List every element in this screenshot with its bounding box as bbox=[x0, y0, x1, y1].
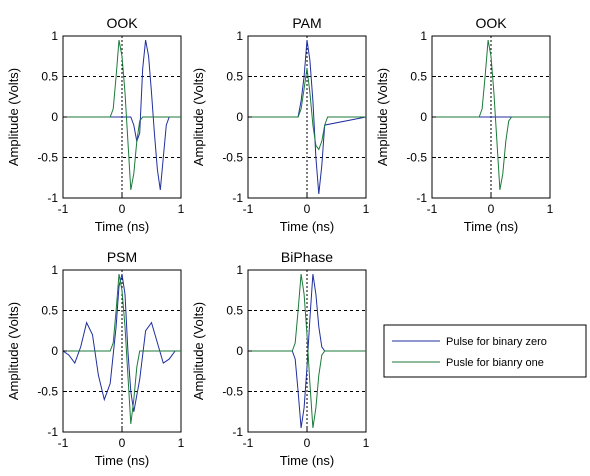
y-tick-label: -0.5 bbox=[222, 151, 243, 165]
y-tick-label: 1 bbox=[236, 29, 243, 43]
y-tick-label: -1 bbox=[232, 425, 243, 439]
y-axis-label: Amplitude (Volts) bbox=[191, 68, 206, 166]
subplot-title: OOK bbox=[106, 15, 138, 31]
x-tick-label: 0 bbox=[119, 202, 126, 216]
x-axis-label: Time (ns) bbox=[464, 219, 518, 234]
series-line-one bbox=[63, 40, 181, 190]
x-tick-label: -1 bbox=[243, 202, 254, 216]
legend-label-one: Pusle for bianry one bbox=[446, 357, 544, 369]
y-tick-label: 1 bbox=[51, 263, 58, 277]
y-axis-label: Amplitude (Volts) bbox=[6, 302, 21, 400]
subplot-title: PAM bbox=[292, 15, 321, 31]
y-tick-label: -0.5 bbox=[222, 385, 243, 399]
x-tick-label: -1 bbox=[58, 436, 69, 450]
y-tick-label: 0 bbox=[51, 344, 58, 358]
series-line-zero bbox=[248, 274, 366, 428]
x-tick-label: 0 bbox=[304, 436, 311, 450]
x-tick-label: 1 bbox=[178, 436, 185, 450]
x-tick-label: 0 bbox=[304, 202, 311, 216]
series-line-zero bbox=[248, 40, 367, 194]
y-axis-label: Amplitude (Volts) bbox=[375, 68, 390, 166]
y-tick-label: 0 bbox=[236, 110, 243, 124]
x-tick-label: 0 bbox=[119, 436, 126, 450]
y-tick-label: -1 bbox=[416, 191, 427, 205]
x-tick-label: -1 bbox=[243, 436, 254, 450]
y-tick-label: -1 bbox=[232, 191, 243, 205]
y-tick-label: 0.5 bbox=[410, 70, 427, 84]
subplot-3: 1 0.5 0 -0.5 -1-1 0 1 OOK Time (ns) Amplitude (Vo… bbox=[375, 15, 554, 234]
y-tick-label: -0.5 bbox=[37, 385, 58, 399]
subplot-2: 1 0.5 0 -0.5 -1-1 0 1 PAM Time (ns) Amplitude (Vo… bbox=[191, 15, 370, 234]
x-tick-label: 1 bbox=[547, 202, 554, 216]
y-tick-label: 1 bbox=[51, 29, 58, 43]
y-tick-label: -1 bbox=[47, 425, 58, 439]
y-tick-label: -1 bbox=[47, 191, 58, 205]
subplot-4: 1 0.5 0 -0.5 -1-1 0 1 PSM Time (ns) Amplitude (Vo… bbox=[6, 249, 185, 468]
x-tick-label: 0 bbox=[488, 202, 495, 216]
y-tick-label: 1 bbox=[420, 29, 427, 43]
x-axis-label: Time (ns) bbox=[280, 219, 334, 234]
series-line-one bbox=[432, 40, 550, 190]
x-axis-label: Time (ns) bbox=[280, 453, 334, 468]
series-line-one bbox=[248, 274, 366, 428]
subplot-title: OOK bbox=[475, 15, 507, 31]
legend-label-zero: Pulse for binary zero bbox=[446, 336, 547, 348]
legend-box: Pulse for binary zero Pusle for bianry o… bbox=[383, 324, 587, 378]
y-tick-label: 0 bbox=[51, 110, 58, 124]
y-tick-label: 0.5 bbox=[226, 70, 243, 84]
x-tick-label: 1 bbox=[363, 202, 370, 216]
x-tick-label: 1 bbox=[178, 202, 185, 216]
subplot-1: 1 0.5 0 -0.5 -1-1 0 1 OOK Time (ns) Amplitude (Vo… bbox=[6, 15, 185, 234]
y-tick-label: 0.5 bbox=[41, 70, 58, 84]
subplot-title: BiPhase bbox=[281, 249, 333, 265]
x-tick-label: -1 bbox=[58, 202, 69, 216]
y-tick-label: 0.5 bbox=[226, 304, 243, 318]
series-line-one bbox=[63, 274, 181, 424]
y-tick-label: 0.5 bbox=[41, 304, 58, 318]
legend-frame bbox=[383, 324, 587, 378]
x-axis-label: Time (ns) bbox=[95, 219, 149, 234]
x-axis-label: Time (ns) bbox=[95, 453, 149, 468]
series-line-zero bbox=[62, 273, 181, 412]
y-tick-label: 1 bbox=[236, 263, 243, 277]
subplot-title: PSM bbox=[107, 249, 137, 265]
y-tick-label: 0 bbox=[236, 344, 243, 358]
subplot-5: 1 0.5 0 -0.5 -1-1 0 1 BiPhase Time (ns) Amplitude… bbox=[191, 249, 370, 468]
x-tick-label: -1 bbox=[427, 202, 438, 216]
y-axis-label: Amplitude (Volts) bbox=[6, 68, 21, 166]
y-tick-label: -0.5 bbox=[406, 151, 427, 165]
y-tick-label: -0.5 bbox=[37, 151, 58, 165]
series-line-one bbox=[248, 68, 366, 151]
y-tick-label: 0 bbox=[420, 110, 427, 124]
x-tick-label: 1 bbox=[363, 436, 370, 450]
y-axis-label: Amplitude (Volts) bbox=[191, 302, 206, 400]
